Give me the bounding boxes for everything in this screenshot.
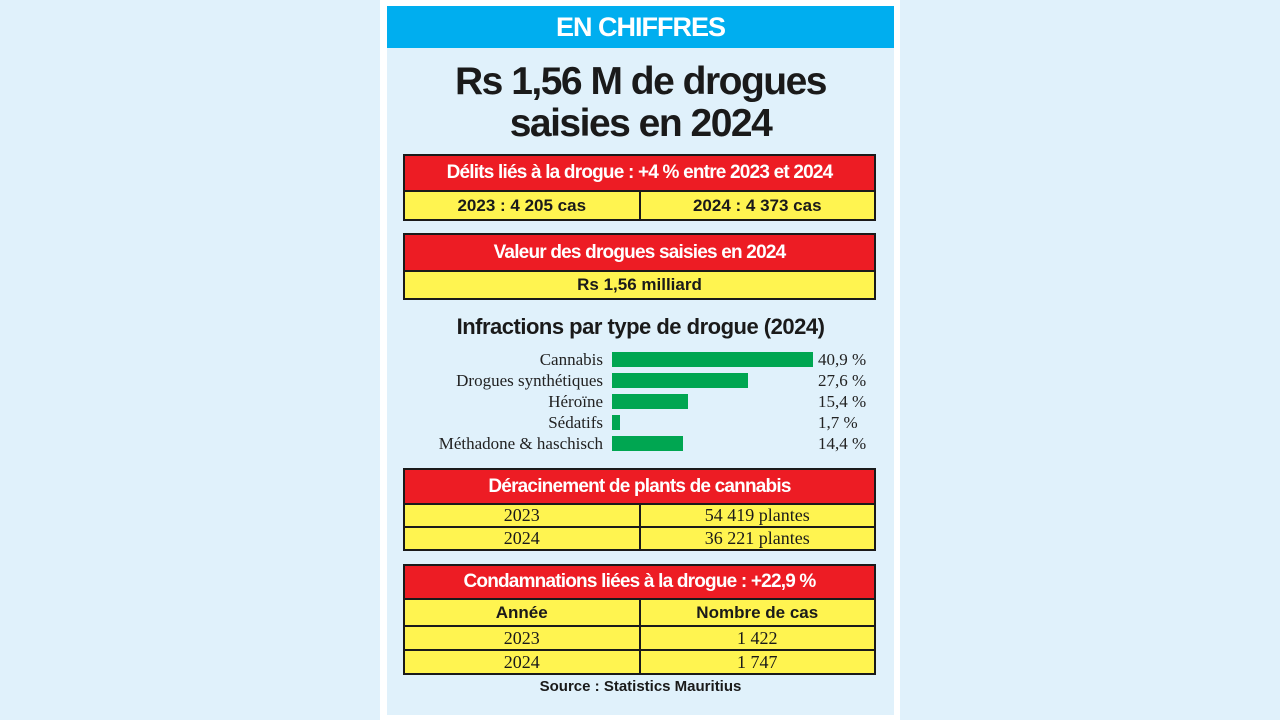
table-row: 2023 : 4 205 cas 2024 : 4 373 cas [405, 192, 874, 219]
cases-cell: 1 747 [737, 652, 778, 672]
banner: EN CHIFFRES [387, 6, 894, 48]
infographic-card: EN CHIFFRES Rs 1,56 M de drogues saisies… [380, 0, 900, 720]
bar-label: Sédatifs [548, 413, 603, 432]
bar-row: Cannabis 40,9 % [387, 349, 894, 370]
source-note: Source : Statistics Mauritius [539, 678, 742, 695]
headline-line-1: Rs 1,56 M de drogues [455, 60, 827, 103]
delits-table: Délits liés à la drogue : +4 % entre 202… [403, 154, 876, 221]
bar-label: Héroïne [548, 392, 603, 411]
bar [612, 352, 813, 367]
table-header-row: Année Nombre de cas [405, 600, 874, 627]
bar-row: Sédatifs 1,7 % [387, 412, 894, 433]
plants-cell: 36 221 plantes [704, 528, 810, 548]
cases-cell: 1 422 [737, 628, 778, 648]
deracinement-table: Déracinement de plants de cannabis 2023 … [403, 468, 876, 551]
headline: Rs 1,56 M de drogues saisies en 2024 [387, 61, 894, 145]
headline-line-2: saisies en 2024 [509, 102, 773, 145]
valeur-header: Valeur des drogues saisies en 2024 [405, 235, 874, 272]
table-row: 2023 1 422 [405, 627, 874, 651]
bar-value-label: 40,9 % [818, 350, 867, 369]
bar-row: Héroïne 15,4 % [387, 391, 894, 412]
bar-label: Cannabis [539, 350, 603, 369]
bar-row: Drogues synthétiques 27,6 % [387, 370, 894, 391]
plants-cell: 54 419 plantes [704, 505, 810, 525]
table-row: 2024 36 221 plantes [405, 528, 874, 549]
delits-2024: 2024 : 4 373 cas [692, 196, 822, 215]
valeur-value: Rs 1,56 milliard [577, 275, 702, 294]
infographic-panel: EN CHIFFRES Rs 1,56 M de drogues saisies… [387, 6, 894, 715]
chart-title: Infractions par type de drogue (2024) [456, 314, 825, 339]
column-header-year: Année [405, 600, 641, 625]
condamnations-table: Condamnations liées à la drogue : +22,9 … [403, 564, 876, 675]
table-row: 2023 54 419 plantes [405, 505, 874, 528]
year-cell: 2024 [405, 651, 641, 673]
bar-value-label: 15,4 % [818, 392, 867, 411]
year-cell: 2024 [405, 528, 641, 549]
bar-value-label: 14,4 % [818, 434, 867, 453]
condamnations-header: Condamnations liées à la drogue : +22,9 … [405, 566, 874, 600]
valeur-table: Valeur des drogues saisies en 2024 Rs 1,… [403, 233, 876, 300]
bar [612, 436, 683, 451]
delits-header: Délits liés à la drogue : +4 % entre 202… [405, 156, 874, 192]
table-row: Rs 1,56 milliard [405, 272, 874, 298]
deracinement-header: Déracinement de plants de cannabis [405, 470, 874, 505]
year-cell: 2023 [405, 505, 641, 526]
column-header-cases: Nombre de cas [696, 603, 819, 622]
year-cell: 2023 [405, 627, 641, 649]
bar-label: Méthadone & haschisch [438, 434, 603, 453]
bar [612, 373, 748, 388]
bar-value-label: 1,7 % [818, 413, 858, 432]
table-row: 2024 1 747 [405, 651, 874, 673]
delits-2023: 2023 : 4 205 cas [405, 192, 641, 219]
bar-label: Drogues synthétiques [456, 371, 603, 390]
bar [612, 415, 621, 430]
bar [612, 394, 688, 409]
bar-value-label: 27,6 % [818, 371, 867, 390]
bar-row: Méthadone & haschisch 14,4 % [387, 433, 894, 454]
